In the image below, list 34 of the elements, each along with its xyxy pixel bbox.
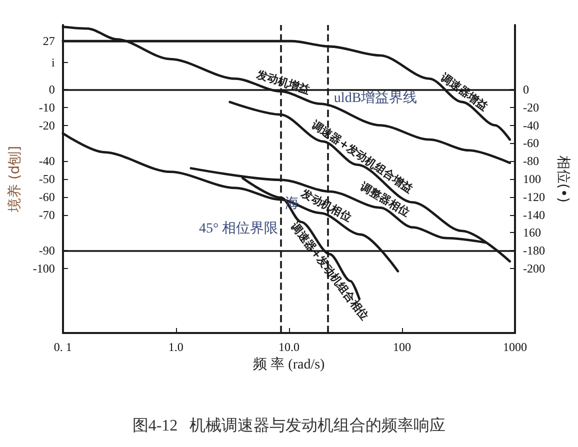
y2-tick-label: -140: [523, 208, 545, 222]
y-tick-label: -90: [38, 244, 55, 258]
y2-tick-label: -80: [523, 154, 539, 168]
y-tick-label: -100: [32, 262, 55, 276]
y2-tick-label: -60: [523, 136, 539, 150]
y2-tick-label: 0: [523, 82, 529, 96]
y2-tick-label: -120: [523, 190, 545, 204]
y-tick-label: i: [52, 56, 56, 70]
y2-axis-title: 相位(•): [554, 155, 571, 203]
annotation: 海: [284, 196, 299, 212]
y-tick-label: 0: [48, 82, 55, 96]
x-tick-label: 1.0: [168, 340, 184, 354]
x-tick-label: 100: [392, 340, 411, 354]
y-tick-label: -60: [38, 190, 55, 204]
y2-tick-label: 160: [523, 226, 541, 240]
y2-tick-label: -200: [523, 262, 545, 276]
y-tick-label: -70: [38, 208, 55, 222]
y-axis-title: 境养 (d刨]: [7, 146, 23, 214]
y-tick-label: -40: [38, 154, 55, 168]
y-tick-label: -20: [38, 118, 55, 132]
x-tick-label: 0. 1: [54, 340, 72, 354]
y2-tick-label: -180: [523, 244, 545, 258]
y-tick-label: -50: [38, 172, 55, 186]
y2-tick-label: -40: [523, 118, 539, 132]
y2-tick-label: -20: [523, 100, 539, 114]
x-tick-label: 10.0: [278, 340, 300, 354]
y2-tick-label: 100: [523, 172, 541, 186]
x-axis-title: 频 率 (rad/s): [253, 356, 326, 372]
x-tick-label: 1000: [503, 340, 527, 354]
y-tick-label: 27: [42, 34, 55, 48]
y-tick-label: -10: [38, 100, 55, 114]
annotation: uldB增益界线: [334, 90, 418, 106]
text: 图4-12 机械调速器与发动机组合的频率响应: [132, 416, 446, 434]
annotation: 45° 相位界限: [198, 220, 278, 237]
